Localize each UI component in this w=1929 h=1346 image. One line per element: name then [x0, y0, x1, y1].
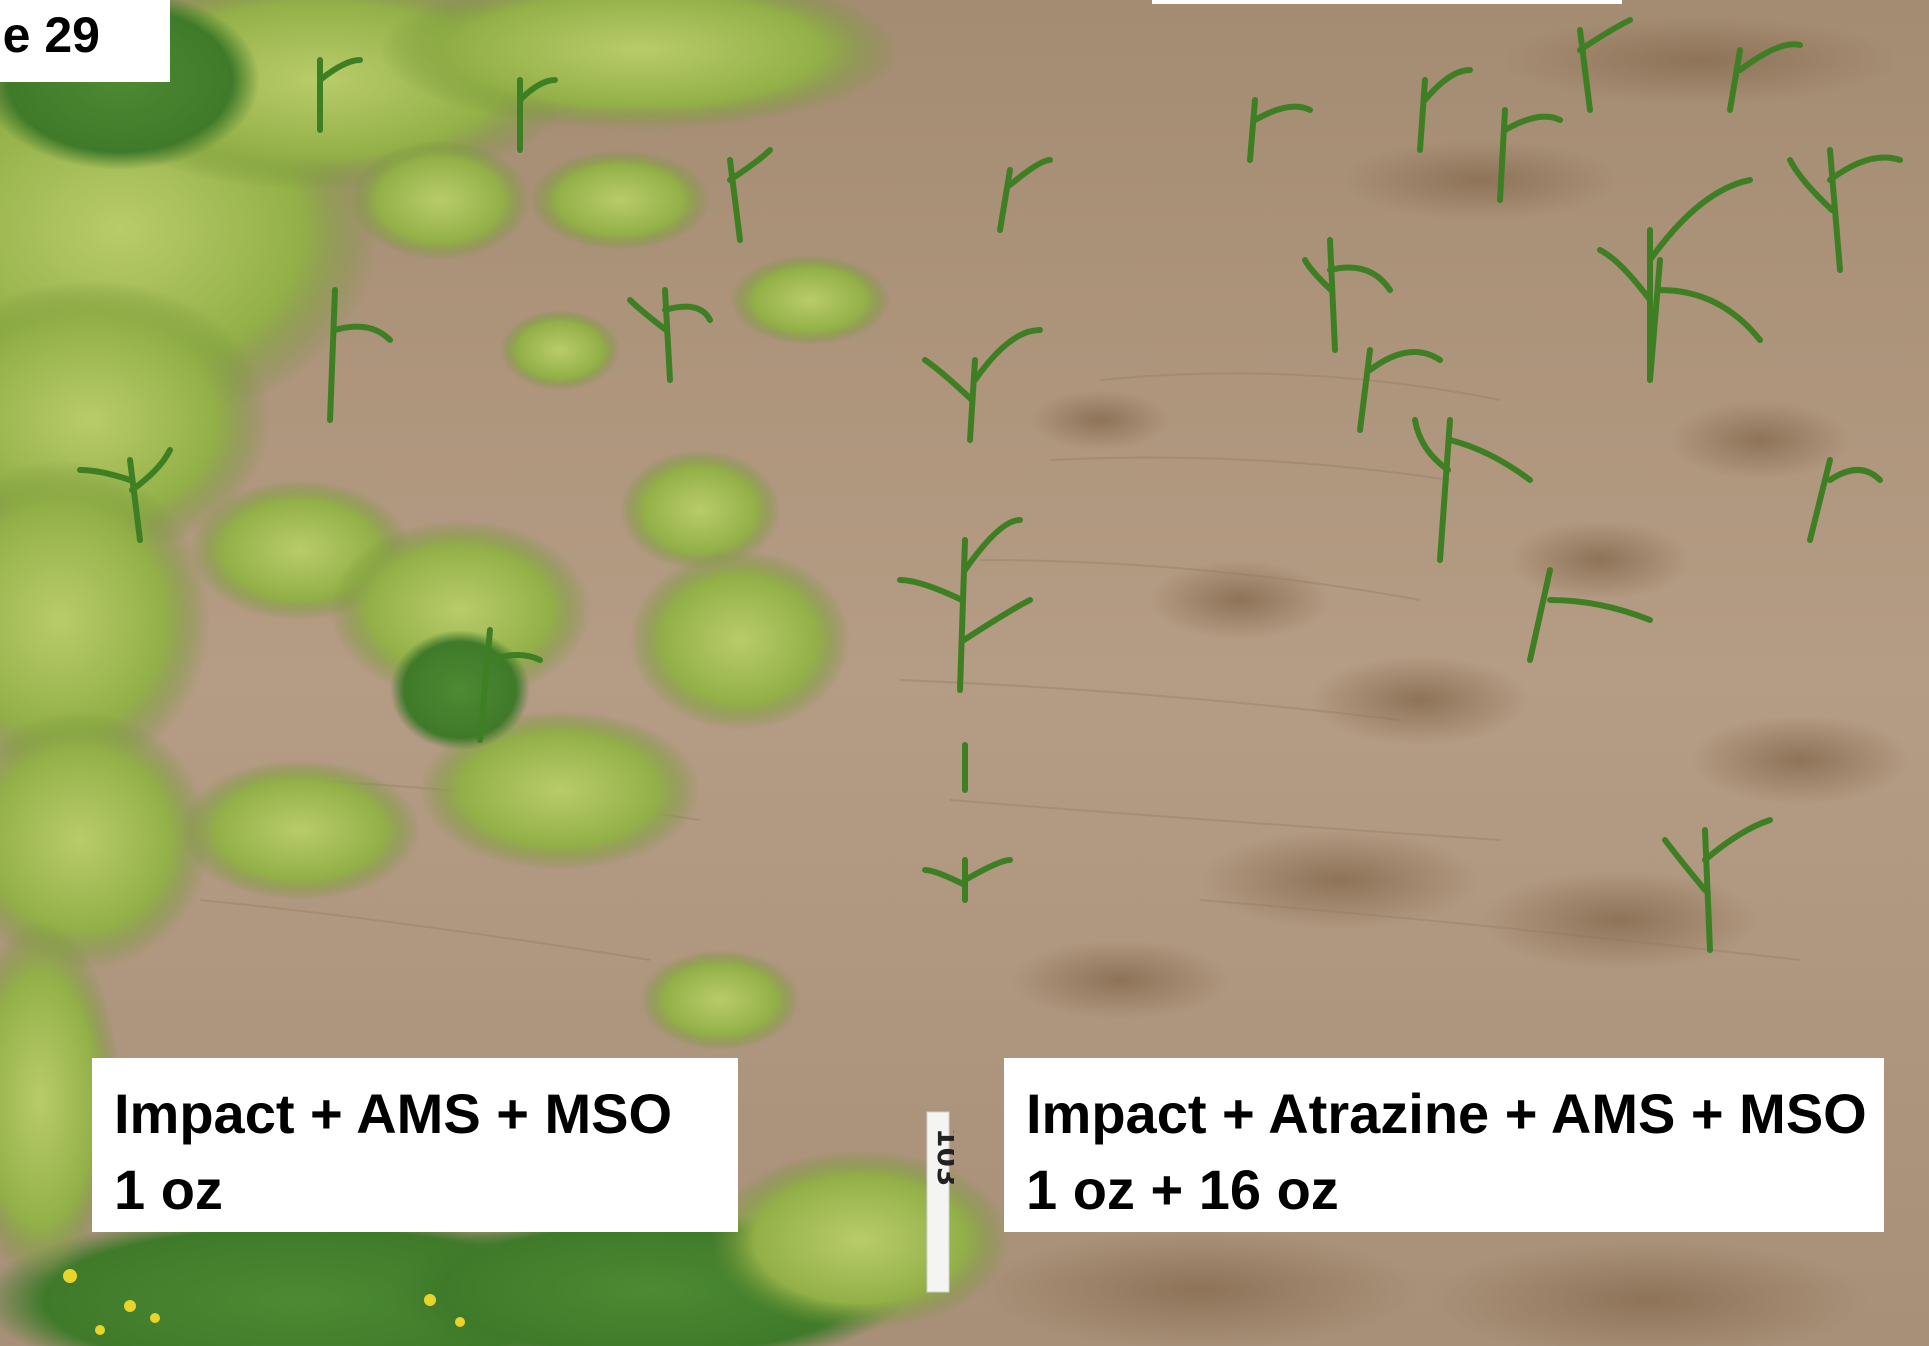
treatment-rate: 1 oz: [114, 1158, 223, 1221]
slide-number-tag: e 29: [0, 0, 170, 82]
yellow-flowers: [63, 1269, 465, 1335]
weed-clumps-left: [180, 140, 890, 1050]
treatment-rate: 1 oz + 16 oz: [1026, 1158, 1339, 1221]
slide-number-text: e 29: [2, 7, 100, 63]
treatment-product: Impact + Atrazine + AMS + MSO: [1026, 1082, 1867, 1145]
treatment-label-left: Impact + AMS + MSO 1 oz: [92, 1058, 738, 1232]
dead-weeds-right: [980, 15, 1910, 1346]
treatment-product: Impact + AMS + MSO: [114, 1082, 673, 1145]
plot-marker-text: 103: [931, 1128, 954, 1186]
treatment-label-right: Impact + Atrazine + AMS + MSO 1 oz + 16 …: [1004, 1058, 1884, 1232]
plot-marker-number: 103: [931, 1128, 954, 1186]
corn-plants: [77, 17, 1903, 953]
plot-stake: [926, 1111, 950, 1293]
top-edge-label-fragment: [1152, 0, 1622, 4]
